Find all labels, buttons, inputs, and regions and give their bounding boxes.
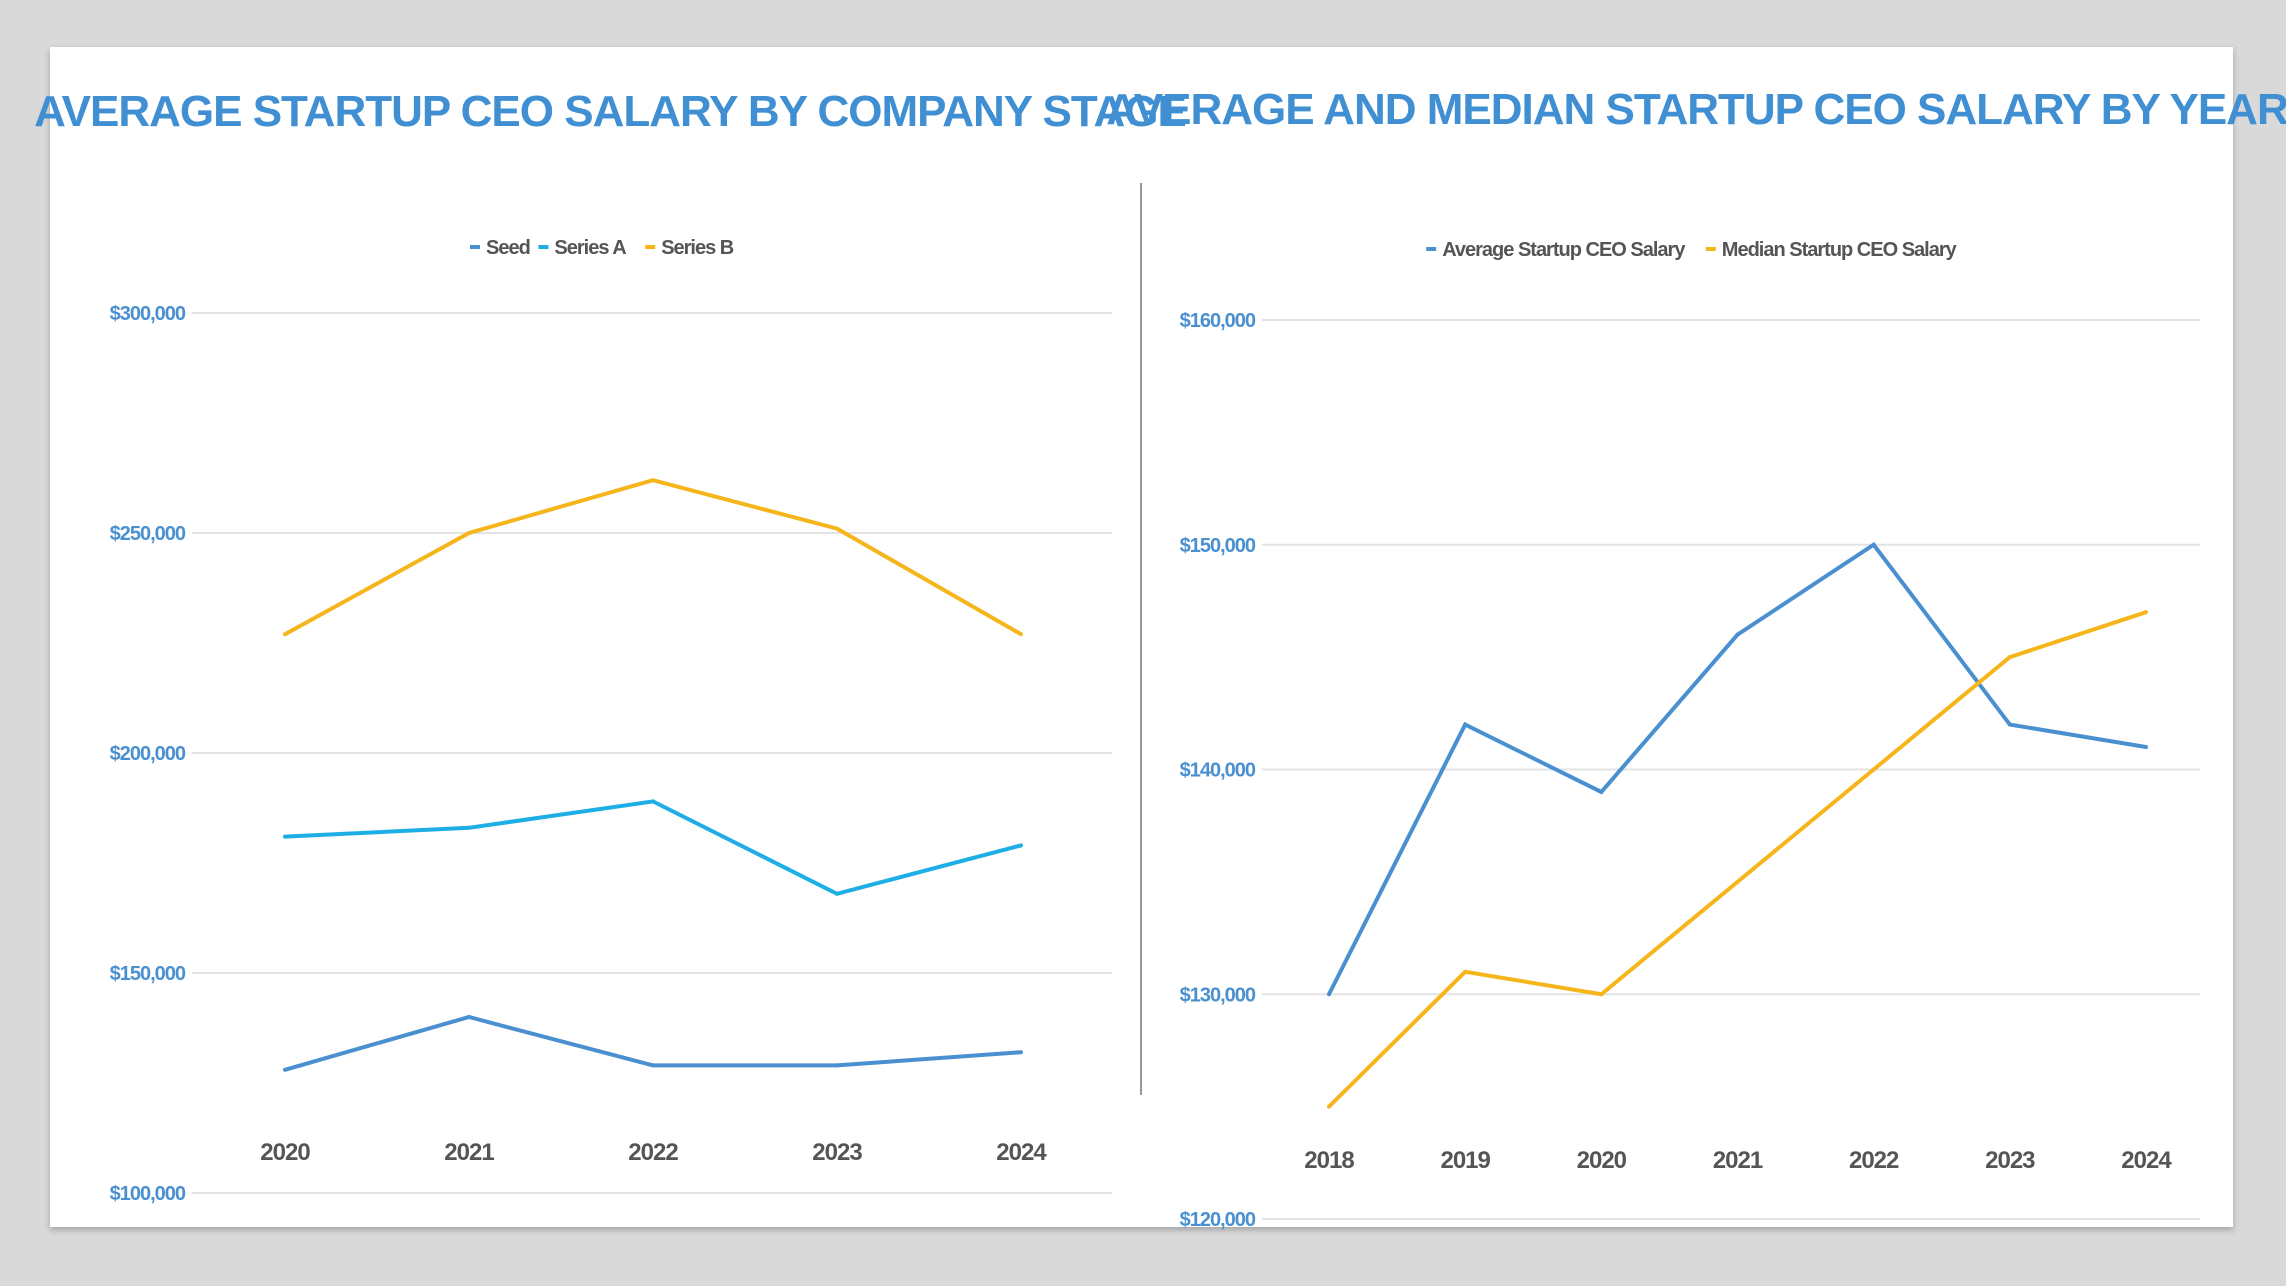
data-point bbox=[1463, 722, 1468, 727]
data-point bbox=[1327, 992, 1331, 997]
data-point bbox=[1327, 1104, 1331, 1109]
data-point bbox=[1019, 632, 1023, 637]
series-line-series-a bbox=[284, 799, 1022, 896]
series-line-seed bbox=[284, 1014, 1022, 1072]
data-point bbox=[1599, 789, 1604, 794]
data-point bbox=[2144, 610, 2148, 615]
legend-swatch bbox=[1426, 247, 1437, 251]
legend-label: Seed bbox=[486, 237, 530, 259]
x-tick-label: 2023 bbox=[812, 1139, 862, 1166]
series-line-series-b bbox=[284, 478, 1022, 636]
y-tick-label: $100,000 bbox=[110, 1183, 186, 1205]
x-tick-label: 2022 bbox=[1849, 1147, 1899, 1174]
left-chart-title: AVERAGE STARTUP CEO SALARY BY COMPANY ST… bbox=[34, 87, 1186, 136]
data-point bbox=[283, 632, 287, 637]
data-point bbox=[1019, 1050, 1023, 1055]
x-tick-label: 2021 bbox=[444, 1139, 494, 1166]
x-tick-label: 2022 bbox=[628, 1139, 678, 1166]
data-point bbox=[467, 531, 471, 535]
data-point bbox=[2007, 722, 2012, 727]
x-tick-label: 2023 bbox=[1985, 1147, 2035, 1174]
data-point bbox=[1463, 969, 1468, 974]
data-point bbox=[651, 478, 655, 483]
data-point bbox=[1735, 879, 1740, 884]
legend-swatch bbox=[645, 245, 656, 249]
data-point bbox=[2007, 655, 2012, 660]
legend-label: Series B bbox=[661, 237, 734, 259]
x-tick-label: 2024 bbox=[996, 1139, 1047, 1166]
right-chart-title: AVERAGE AND MEDIAN STARTUP CEO SALARY BY… bbox=[1106, 85, 2286, 134]
data-point bbox=[1599, 992, 1604, 997]
right-chart: $120,000 $130,000 $140,000 $150,000 $160,000… bbox=[1180, 239, 2200, 1231]
data-point bbox=[835, 1063, 839, 1068]
y-tick-label: $130,000 bbox=[1180, 984, 1256, 1006]
legend-swatch bbox=[470, 245, 480, 249]
x-tick-label: 2021 bbox=[1713, 1147, 1763, 1174]
data-point bbox=[467, 825, 471, 830]
x-tick-label: 2020 bbox=[1577, 1147, 1627, 1174]
series-line-median-startup-ceo-salary bbox=[1327, 610, 2147, 1109]
data-point bbox=[1019, 843, 1023, 848]
legend-label: Median Startup CEO Salary bbox=[1722, 239, 1958, 261]
data-point bbox=[283, 834, 287, 839]
data-point bbox=[835, 526, 839, 531]
y-tick-label: $300,000 bbox=[110, 303, 186, 325]
data-point bbox=[467, 1015, 471, 1019]
data-point bbox=[283, 1067, 287, 1072]
x-tick-label: 2018 bbox=[1304, 1147, 1354, 1174]
y-tick-label: $200,000 bbox=[110, 743, 186, 765]
x-tick-label: 2019 bbox=[1440, 1147, 1490, 1174]
y-tick-label: $150,000 bbox=[1180, 535, 1256, 557]
legend-swatch bbox=[1705, 247, 1716, 251]
y-tick-label: $150,000 bbox=[110, 963, 186, 985]
y-tick-label: $120,000 bbox=[1180, 1209, 1256, 1231]
data-point bbox=[651, 799, 655, 804]
x-tick-label: 2020 bbox=[260, 1139, 310, 1166]
data-point bbox=[1871, 542, 1876, 547]
y-tick-label: $160,000 bbox=[1180, 310, 1256, 332]
data-point bbox=[835, 891, 839, 896]
data-point bbox=[2144, 745, 2148, 750]
y-tick-label: $250,000 bbox=[110, 523, 186, 545]
data-point bbox=[1735, 632, 1740, 637]
x-tick-label: 2024 bbox=[2121, 1147, 2172, 1174]
y-tick-label: $140,000 bbox=[1180, 760, 1256, 782]
legend-label: Average Startup CEO Salary bbox=[1442, 239, 1686, 261]
legend-label: Series A bbox=[554, 237, 626, 259]
data-point bbox=[1871, 767, 1876, 772]
left-chart: $100,000 $150,000 $200,000 $250,000 $300,000… bbox=[110, 237, 1112, 1205]
data-point bbox=[651, 1063, 655, 1068]
legend-swatch bbox=[538, 245, 549, 249]
